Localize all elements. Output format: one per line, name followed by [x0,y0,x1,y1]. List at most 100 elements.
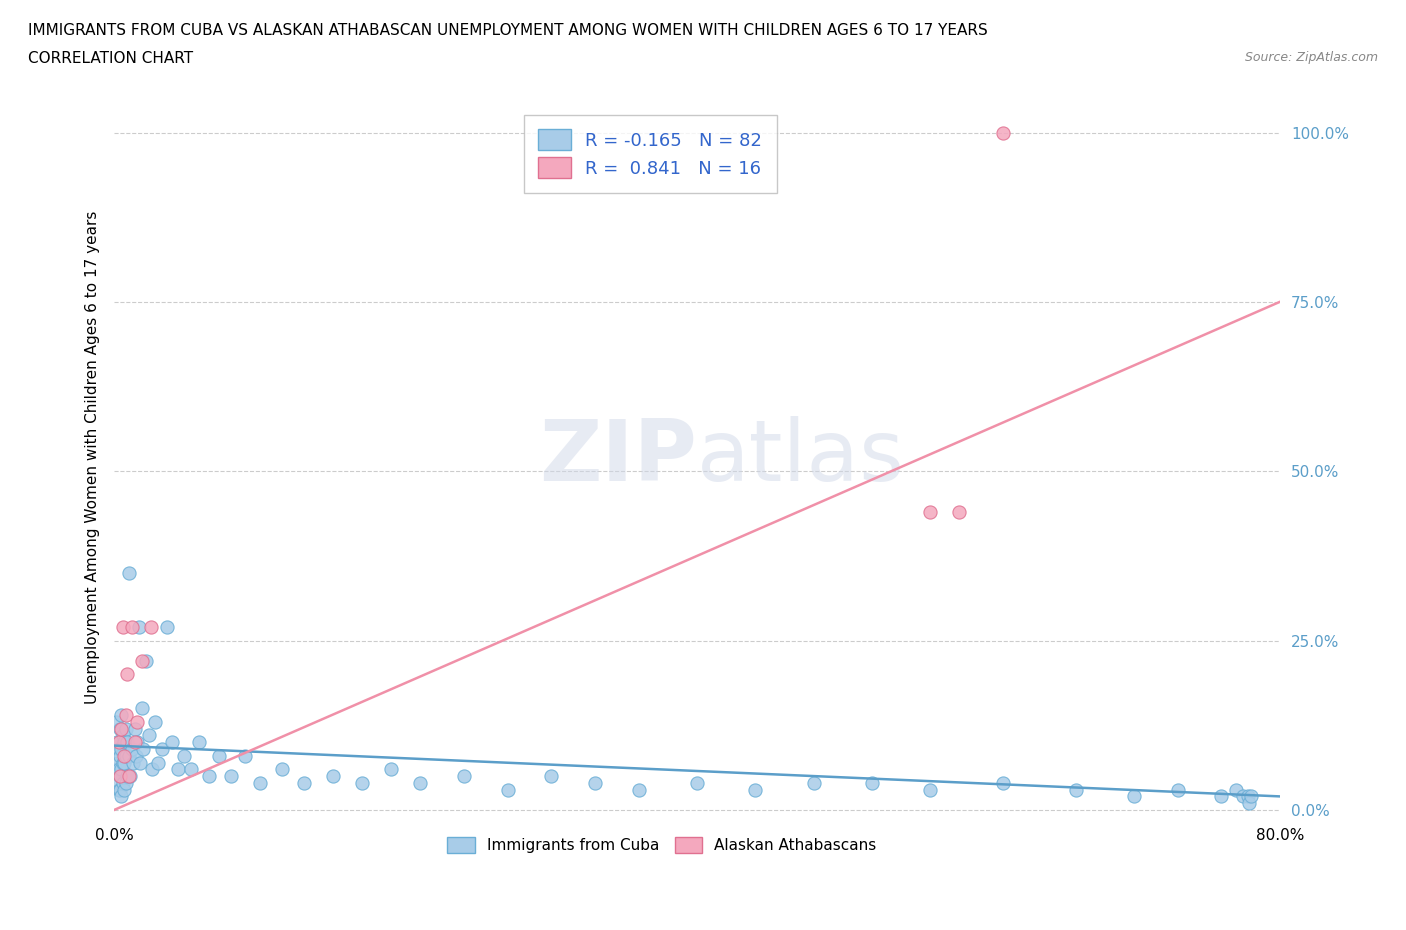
Point [322,768,344,783]
Point [118,565,141,580]
Point [409,776,432,790]
Point [991,126,1014,140]
Point [112,782,135,797]
Point [124,735,146,750]
Point [583,776,606,790]
Point [131,654,153,669]
Point [187,735,209,750]
Legend: Immigrants from Cuba, Alaskan Athabascans: Immigrants from Cuba, Alaskan Athabascan… [441,831,883,859]
Point [918,782,941,797]
Point [627,782,650,797]
Point [107,735,129,750]
Point [991,776,1014,790]
Point [453,768,475,783]
Point [1123,789,1146,804]
Point [496,782,519,797]
Point [107,782,129,797]
Point [108,721,131,736]
Text: ZIP: ZIP [538,417,697,499]
Point [249,776,271,790]
Point [162,735,184,750]
Point [156,619,179,634]
Point [540,768,562,783]
Point [127,714,149,729]
Point [180,762,202,777]
Point [860,776,883,790]
Point [112,735,135,750]
Point [122,755,145,770]
Point [108,768,131,783]
Point [233,749,256,764]
Point [118,749,141,764]
Point [803,776,825,790]
Point [380,762,402,777]
Point [117,768,139,783]
Point [111,776,134,790]
Point [108,782,131,797]
Point [121,741,143,756]
Point [744,782,766,797]
Point [110,789,132,804]
Point [138,728,160,743]
Point [112,749,135,764]
Point [1237,796,1260,811]
Point [129,755,152,770]
Point [107,762,129,777]
Text: IMMIGRANTS FROM CUBA VS ALASKAN ATHABASCAN UNEMPLOYMENT AMONG WOMEN WITH CHILDRE: IMMIGRANTS FROM CUBA VS ALASKAN ATHABASC… [28,23,988,38]
Point [104,762,127,777]
Y-axis label: Unemployment Among Women with Children Ages 6 to 17 years: Unemployment Among Women with Children A… [86,211,100,704]
Point [139,619,162,634]
Point [350,776,373,790]
Point [115,749,138,764]
Point [292,776,315,790]
Point [111,755,134,770]
Point [146,755,169,770]
Point [121,619,143,634]
Point [1064,782,1087,797]
Text: CORRELATION CHART: CORRELATION CHART [28,51,193,66]
Point [118,768,141,783]
Point [110,762,132,777]
Point [219,768,242,783]
Point [111,728,134,743]
Point [1239,789,1261,804]
Point [948,504,970,519]
Point [104,714,127,729]
Point [111,619,134,634]
Point [1232,789,1254,804]
Point [110,708,132,723]
Point [124,721,146,736]
Point [143,714,166,729]
Point [115,776,138,790]
Text: atlas: atlas [697,417,905,499]
Point [135,654,157,669]
Point [110,721,132,736]
Point [105,776,128,790]
Point [270,762,292,777]
Point [686,776,709,790]
Point [132,741,155,756]
Point [115,721,138,736]
Point [108,768,131,783]
Point [1225,782,1247,797]
Point [115,708,138,723]
Point [117,667,139,682]
Point [173,749,195,764]
Point [125,749,148,764]
Text: Source: ZipAtlas.com: Source: ZipAtlas.com [1244,51,1378,64]
Point [150,741,173,756]
Point [105,735,128,750]
Point [1211,789,1233,804]
Point [208,749,231,764]
Point [120,768,142,783]
Point [108,749,131,764]
Point [918,504,941,519]
Point [107,741,129,756]
Point [1167,782,1189,797]
Point [131,701,153,716]
Point [1236,789,1258,804]
Point [112,755,135,770]
Point [128,619,150,634]
Point [198,768,221,783]
Point [110,741,132,756]
